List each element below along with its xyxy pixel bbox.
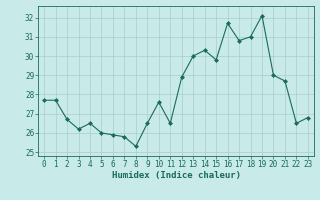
X-axis label: Humidex (Indice chaleur): Humidex (Indice chaleur) <box>111 171 241 180</box>
